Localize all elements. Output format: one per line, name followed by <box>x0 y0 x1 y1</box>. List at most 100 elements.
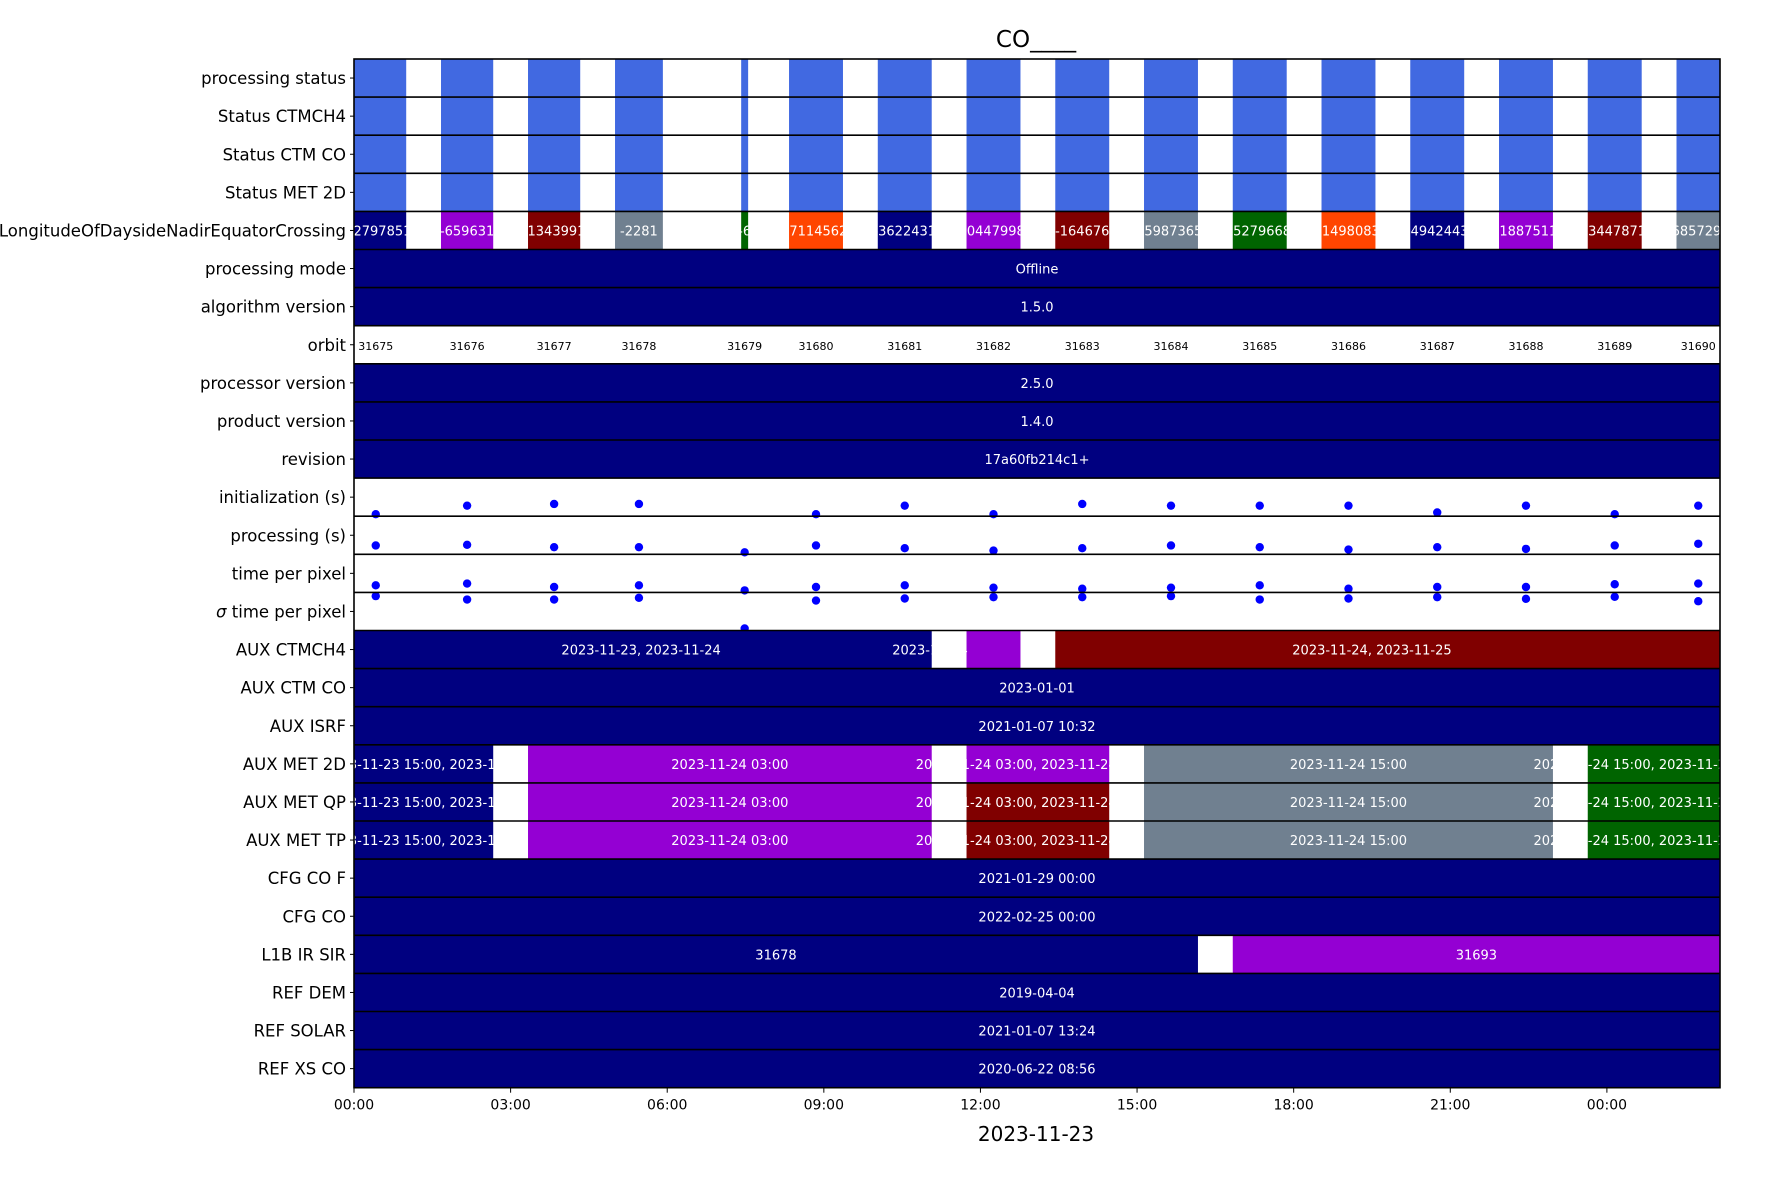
row-aux-ctmch4: 2023-11-23, 2023-11-24 2023-11-24 2023-11-… <box>354 630 1720 669</box>
row-orbit: 31675 31676 31677 31678 31679 31680 31681 31682… <box>358 340 1715 353</box>
orbit-bar-label: -1343991 <box>523 224 586 239</box>
row-label: CFG CO F <box>268 869 346 888</box>
timeline-bar <box>1144 821 1553 860</box>
data-point <box>900 594 909 603</box>
row-aux-met-tp: 2023-11-23 15:00, 2023-11-24 03:00 2023-1… <box>354 821 1720 860</box>
orbit-bar-label: -5987365 <box>1140 224 1203 239</box>
row-label: algorithm version <box>201 298 346 317</box>
orbit-number: 31689 <box>1597 340 1632 353</box>
x-tick-label: 15:00 <box>1117 1098 1157 1114</box>
orbit-bar <box>1676 173 1720 212</box>
timeline-bar <box>354 249 1720 288</box>
timeline-bar-label: 2023-11-24 03:00 <box>671 758 788 773</box>
orbit-bar-label: -1498083 <box>1317 224 1380 239</box>
orbit-bar <box>615 97 663 136</box>
row-label: processing mode <box>205 260 346 279</box>
timeline-bar-label: 2023-11-24 03:00, 2023-11-24 15:00 <box>916 834 1159 849</box>
data-point <box>740 586 749 595</box>
timeline-bar <box>354 935 1198 974</box>
orbit-bar <box>741 59 749 98</box>
data-point <box>1521 544 1531 554</box>
row-label: CFG CO <box>282 907 346 926</box>
timeline-bar <box>1587 821 1720 860</box>
row-label: REF DEM <box>272 983 346 1002</box>
row-ref-xs-co: 2020-06-22 08:56 <box>354 1049 1720 1088</box>
timeline-bar-label: 2023-11-24 15:00 <box>1290 796 1407 811</box>
orbit-number: 31683 <box>1065 340 1100 353</box>
orbit-bar <box>1676 135 1720 174</box>
timeline-bar-label: 2023-11-23 15:00, 2023-11-24 03:00 <box>324 758 567 773</box>
row-label: REF SOLAR <box>254 1022 346 1041</box>
orbit-bar <box>789 59 843 98</box>
chart-title: CO____ <box>996 27 1077 53</box>
orbit-bar <box>354 211 407 250</box>
timeline-bar <box>354 782 494 821</box>
orbit-bar <box>1587 135 1642 174</box>
timeline-bar-label: 2023-11-24 15:00, 2023-11-25 03:00 <box>1533 758 1771 773</box>
orbit-bar-label: -3622431 <box>873 224 936 239</box>
row-status-ctm-co <box>354 135 1720 174</box>
orbit-bar <box>354 173 407 212</box>
data-point <box>1166 501 1176 510</box>
timeline-bar <box>354 668 1720 707</box>
data-point <box>1344 545 1353 554</box>
x-tick-label: 00:00 <box>334 1098 374 1114</box>
timeline-bar-label: 2020-06-22 08:56 <box>978 1063 1095 1078</box>
timeline-bar <box>354 859 1720 898</box>
row-label: initialization (s) <box>219 488 346 507</box>
timeline-bar-label: 31693 <box>1456 948 1497 963</box>
orbit-bar <box>528 211 581 250</box>
row-status-met-2d <box>354 173 1720 212</box>
plot-content: -2797851 -659631 -1343991 -2281 -6 -7114562 -3… <box>324 59 1771 1088</box>
row-label: AUX MET 2D <box>243 755 346 774</box>
data-point <box>462 595 472 604</box>
row-aux-met-qp: 2023-11-23 15:00, 2023-11-24 03:00 2023-1… <box>354 782 1720 821</box>
orbit-bar <box>441 135 494 174</box>
timeline-bar-label: 31678 <box>755 948 796 963</box>
orbit-bar-label: -1887511 <box>1495 224 1558 239</box>
x-axis-label: 2023-11-23 <box>978 1122 1094 1146</box>
data-point <box>371 541 380 550</box>
orbit-bar <box>1232 173 1287 212</box>
data-point <box>1433 582 1442 592</box>
orbit-number: 31686 <box>1331 340 1366 353</box>
data-point <box>1166 583 1176 592</box>
data-point <box>740 548 749 557</box>
orbit-bar <box>1055 173 1110 212</box>
row-label: L1B IR SIR <box>261 945 346 964</box>
orbit-bar <box>789 173 843 212</box>
row-label: processor version <box>200 374 346 393</box>
row-label: AUX CTM CO <box>240 679 346 698</box>
timeline-bar <box>528 744 932 783</box>
timeline-bar <box>1055 630 1720 669</box>
data-point <box>1344 594 1353 603</box>
data-point <box>1255 542 1264 552</box>
timeline-bar-label: 2021-01-07 13:24 <box>978 1025 1095 1040</box>
orbit-bar <box>1410 97 1465 136</box>
timeline-bar-label: 2023-11-24 15:00 <box>1290 758 1407 773</box>
data-point <box>1610 541 1619 550</box>
orbit-bar <box>1055 135 1110 174</box>
data-point <box>1521 582 1531 592</box>
row-label: product version <box>217 412 346 431</box>
timeline-bar-label: 2023-11-24 03:00 <box>671 834 788 849</box>
orbit-bar <box>1499 135 1553 174</box>
orbit-bar <box>1321 173 1376 212</box>
x-tick-label: 03:00 <box>490 1098 530 1114</box>
timeline-bar <box>354 401 1720 440</box>
data-point <box>1433 508 1442 517</box>
orbit-bar <box>1499 211 1553 250</box>
orbit-bar-label: -0447998 <box>962 224 1025 239</box>
data-point <box>900 544 909 553</box>
data-point <box>549 582 559 592</box>
data-point <box>1433 542 1442 552</box>
orbit-bar <box>1321 59 1376 98</box>
row-ref-dem: 2019-04-04 <box>354 973 1720 1012</box>
data-point <box>1344 501 1353 510</box>
orbit-bar <box>741 211 749 250</box>
row-label: LongitudeOfDaysideNadirEquatorCrossing <box>0 221 346 240</box>
orbit-number: 31681 <box>887 340 922 353</box>
data-point <box>634 499 644 509</box>
orbit-number: 31675 <box>358 340 393 353</box>
